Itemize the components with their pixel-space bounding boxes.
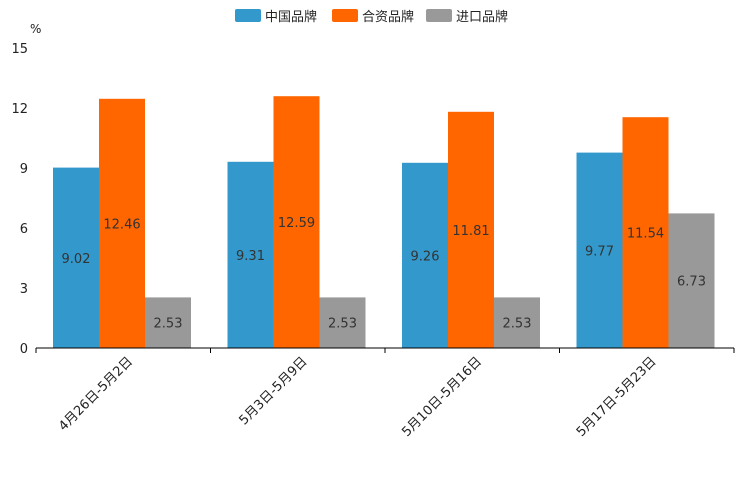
x-category-label: 5月17日-5月23日 <box>574 354 660 440</box>
legend-swatch <box>235 9 261 22</box>
data-label: 2.53 <box>154 317 183 332</box>
x-category-label: 4月26日-5月2日 <box>56 354 136 434</box>
legend-label: 进口品牌 <box>456 9 508 25</box>
bar <box>53 167 99 348</box>
data-label: 2.53 <box>328 317 357 332</box>
legend-label: 合资品牌 <box>362 9 414 25</box>
y-axis: 0 3 6 9 12 15 <box>11 42 28 357</box>
bar <box>273 96 320 348</box>
bar <box>145 297 191 348</box>
data-label: 2.53 <box>503 317 532 332</box>
data-label: 9.77 <box>585 244 614 259</box>
y-tick-label: 15 <box>11 42 28 57</box>
bar <box>448 111 494 348</box>
data-label: 9.02 <box>62 252 91 267</box>
y-tick-label: 0 <box>20 342 28 357</box>
data-label: 11.81 <box>452 224 489 239</box>
x-category-label: 5月3日-5月9日 <box>236 354 310 428</box>
data-label: 6.73 <box>677 275 706 290</box>
bar <box>576 152 623 348</box>
y-tick-label: 3 <box>20 282 28 297</box>
bars <box>53 96 715 348</box>
bar <box>622 117 669 348</box>
y-tick-label: 6 <box>20 222 28 237</box>
legend-swatch <box>332 9 358 22</box>
x-axis: 4月26日-5月2日 5月3日-5月9日 5月10日-5月16日 5月17日-5月23… <box>35 348 735 440</box>
data-label: 11.54 <box>627 227 664 242</box>
bar <box>668 213 715 348</box>
bar <box>319 297 366 348</box>
legend-label: 中国品牌 <box>265 9 317 25</box>
y-tick-label: 9 <box>20 162 28 177</box>
y-tick-label: 12 <box>11 102 28 117</box>
data-label: 12.59 <box>278 216 315 231</box>
y-axis-unit-label: % <box>30 22 41 36</box>
bar <box>99 98 145 348</box>
bar <box>227 161 274 348</box>
bar <box>402 162 448 348</box>
data-label: 12.46 <box>103 217 140 232</box>
legend: 中国品牌 合资品牌 进口品牌 <box>235 9 508 25</box>
data-label: 9.31 <box>236 249 265 264</box>
data-labels: 9.02 9.31 9.26 9.77 12.46 12.59 11.81 11.54 2.53… <box>62 216 706 332</box>
x-category-label: 5月10日-5月16日 <box>399 354 485 440</box>
bar <box>494 297 540 348</box>
data-label: 9.26 <box>411 249 440 264</box>
legend-swatch <box>426 9 452 22</box>
